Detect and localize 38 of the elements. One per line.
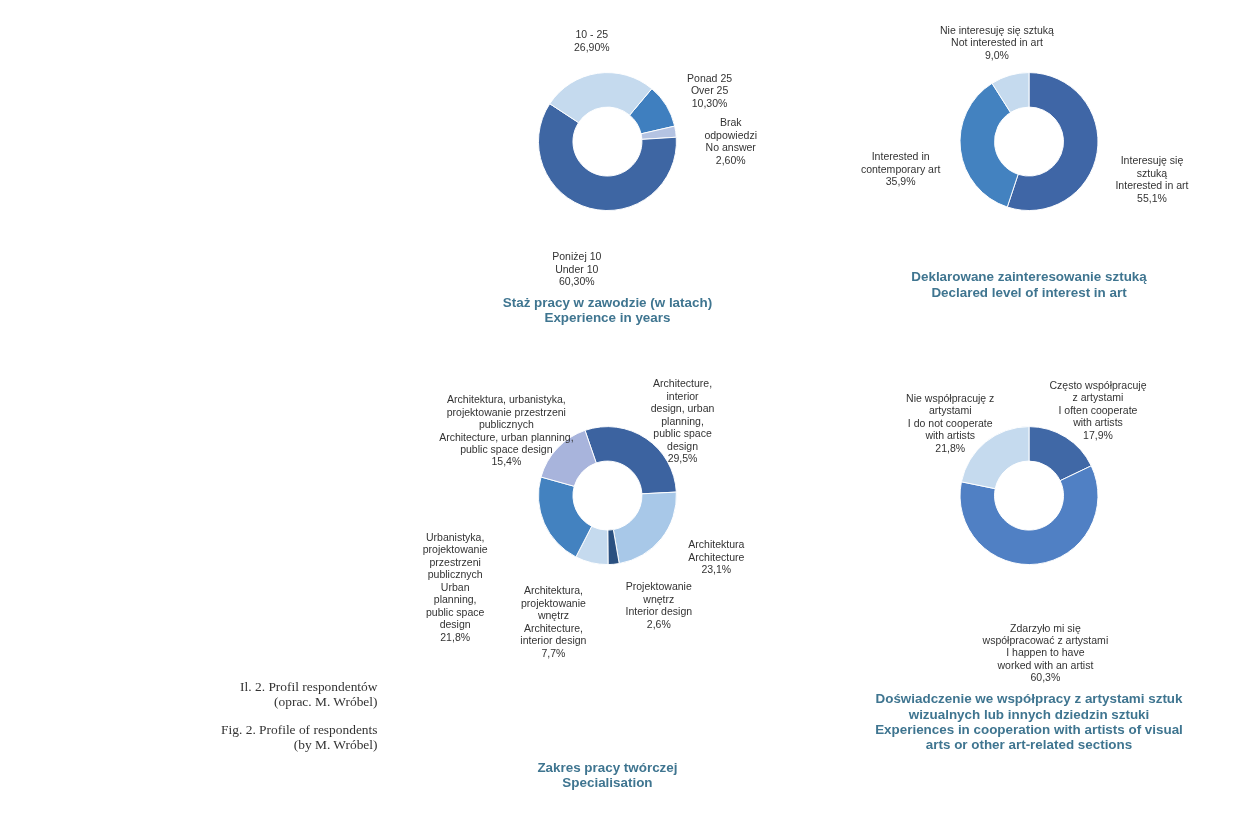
data-label: 21,8% — [440, 630, 471, 643]
slice-label: Architektura Architecture — [688, 538, 745, 563]
data-label: 55,1% — [1137, 191, 1167, 204]
data-label: 10,30% — [691, 96, 728, 109]
data-label: 2,60% — [715, 153, 746, 166]
slice-label: Poniżej 10 Under 10 — [552, 250, 602, 275]
caption: Fig. 2. Profile of respondents (by M. Wróbel) — [221, 721, 378, 752]
data-label: 9,0% — [984, 48, 1009, 61]
data-label: 35,9% — [885, 175, 916, 188]
data-label: 17,9% — [1083, 428, 1113, 441]
slice-label: 10 - 25 — [575, 28, 609, 41]
slice-label: Nie interesuję się sztuką Not interested in art — [939, 24, 1055, 49]
slice-label: Architektura, urbanistyka, projektowanie przestrzeni publicznych Architecture, urban planning, public space design — [439, 393, 574, 455]
data-label: 7,7% — [541, 646, 566, 659]
text: Il. 2. Profil respondentów (oprac. M. Wróbel) — [240, 678, 378, 709]
data-label: 26,90% — [573, 40, 610, 53]
slice-label: Architecture, interior design, urban planning, public space design — [650, 377, 715, 452]
slice-label: Urbanistyka, projektowanie przestrzeni publicznych Urban planning, public space design — [422, 530, 488, 631]
data-label: 60,30% — [558, 275, 595, 288]
text: Doświadczenie we współpracy z artystami sztuk wizualnych lub innych dziedzin sztuki Experiences in cooperation with artists of visual arts or other art-related sections — [875, 691, 1184, 753]
slice-label: Zdarzyło mi się współpracować z artystami I happen to have worked with an artist — [981, 621, 1109, 671]
text: Zakres pracy twórczej Specialisation — [537, 760, 678, 791]
data-label: 23,1% — [701, 563, 732, 576]
data-label: 2,6% — [646, 617, 671, 630]
slice-label: Architektura, projektowanie wnętrz Architecture, interior design — [520, 584, 587, 647]
slice-label: Interested in contemporary art — [860, 150, 941, 175]
slice-label: Interesuję się sztuką Interested in art — [1115, 154, 1189, 192]
text: Deklarowane zainteresowanie sztuką Declared level of interest in art — [911, 269, 1148, 300]
slice-label: Ponad 25 Over 25 — [687, 71, 733, 97]
data-label: 15,4% — [491, 455, 522, 468]
data-label: 21,8% — [935, 441, 966, 454]
text: Staż pracy w zawodzie (w latach) Experience in years — [502, 295, 713, 326]
data-label: 60,3% — [1030, 671, 1061, 684]
slice-label: Brak odpowiedzi No answer — [704, 116, 758, 154]
slice-label: Nie współpracuję z artystami I do not cooperate with artists — [906, 391, 995, 442]
data-label: 29,5% — [667, 452, 698, 465]
slice-label: Często współpracuję z artystami I often cooperate with artists — [1049, 379, 1147, 429]
slice-label: Projektowanie wnętrz Interior design — [625, 580, 693, 618]
